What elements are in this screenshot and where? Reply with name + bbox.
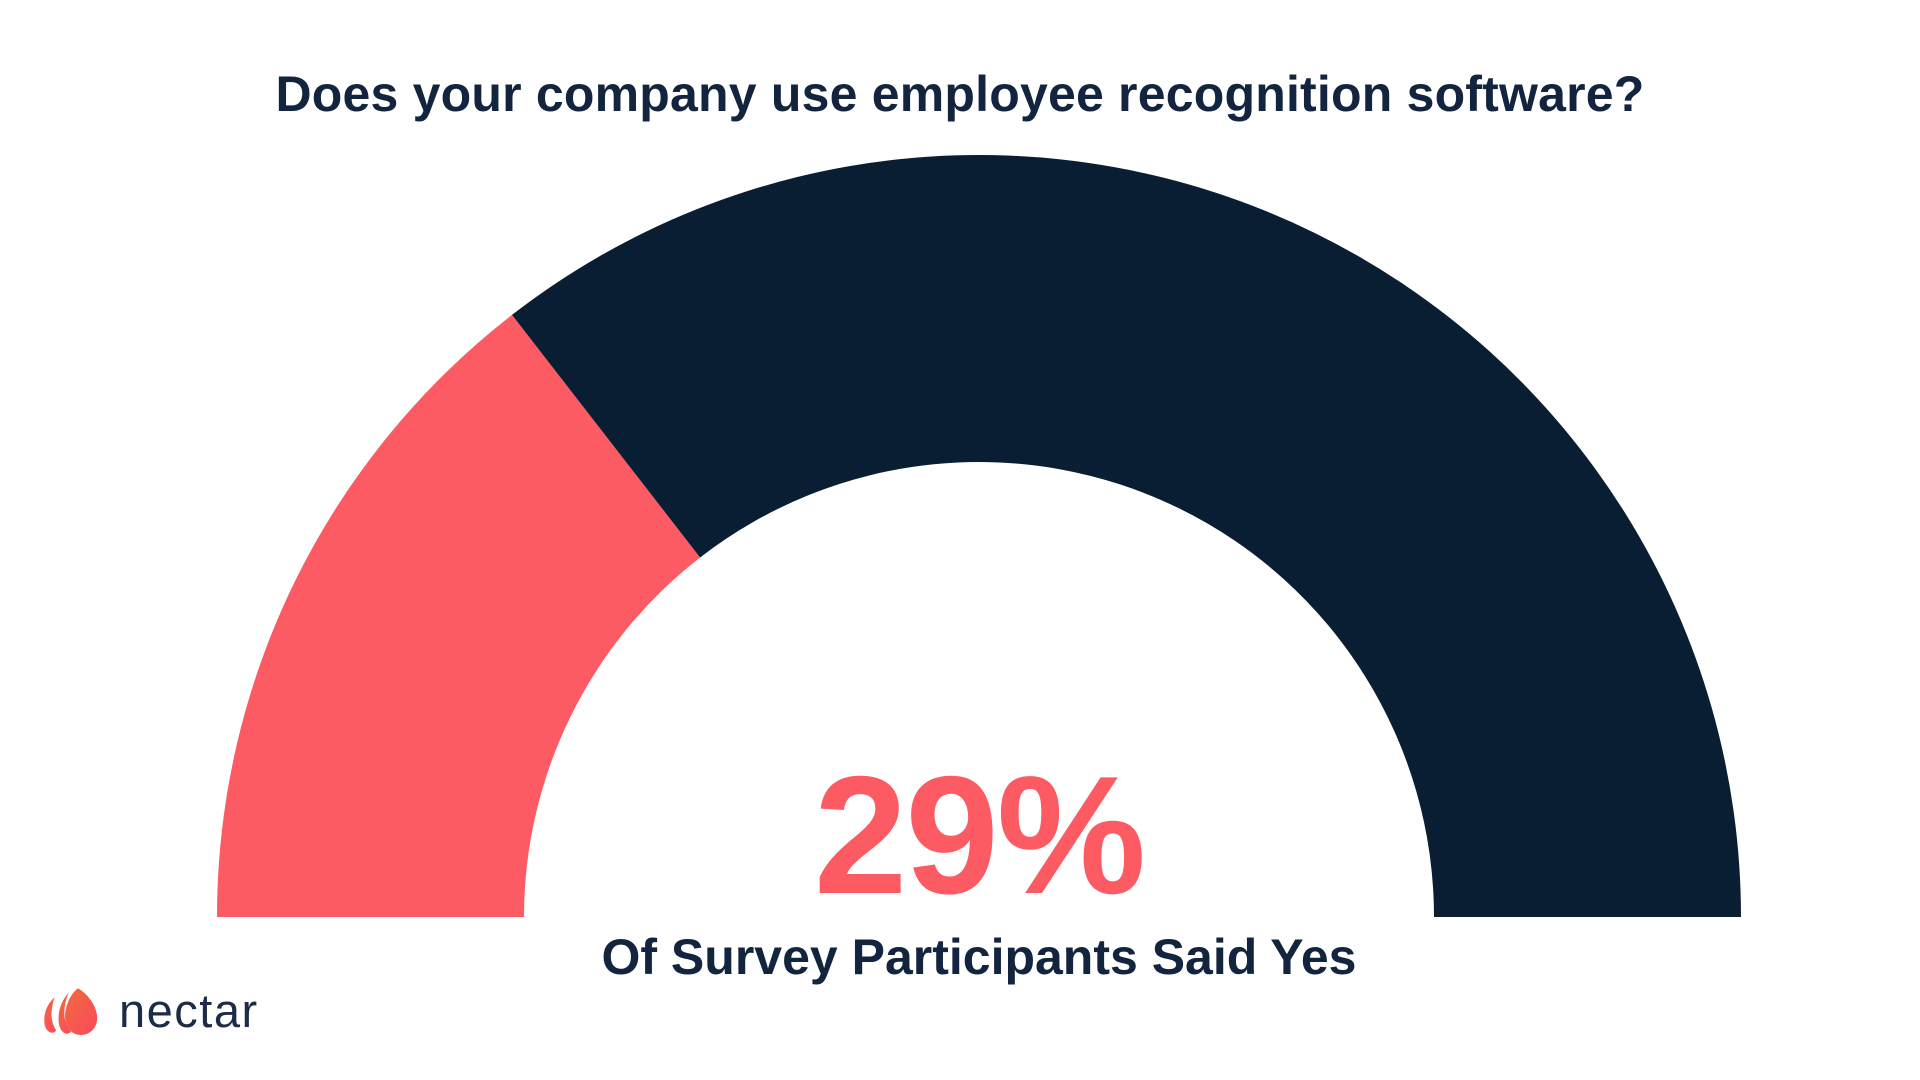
left-petal — [44, 997, 57, 1033]
gauge-chart: 29% Of Survey Participants Said Yes — [217, 155, 1741, 985]
middle-petal — [58, 992, 71, 1034]
right-petal — [65, 988, 98, 1035]
gauge-center-text: 29% Of Survey Participants Said Yes — [217, 751, 1741, 987]
nectar-flower-icon — [44, 988, 98, 1035]
gauge-slice-said-yes — [217, 314, 701, 917]
gauge-center-value: 29% — [813, 741, 1146, 929]
gauge-svg — [217, 155, 1741, 917]
gauge-center-caption: Of Survey Participants Said Yes — [601, 929, 1357, 985]
nectar-logo-text: nectar — [119, 983, 259, 1037]
gauge-slice-remainder — [512, 155, 1741, 917]
chart-title: Does your company use employee recogniti… — [275, 66, 1645, 122]
nectar-logo: nectar — [38, 986, 259, 1042]
